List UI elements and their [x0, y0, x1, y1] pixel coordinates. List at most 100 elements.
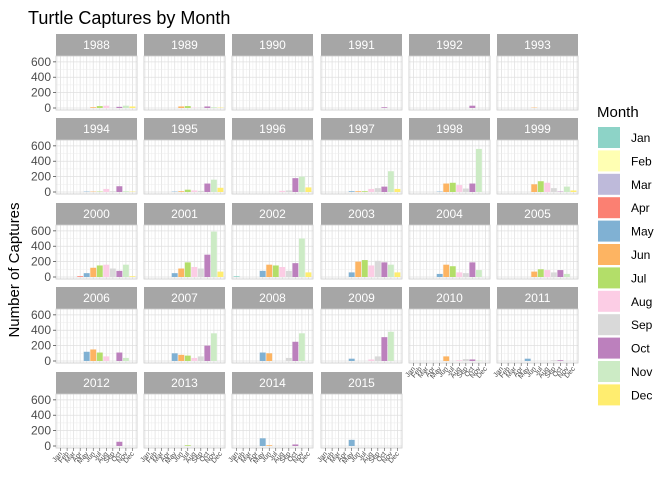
legend-key-jun — [598, 244, 620, 265]
facet-strip — [321, 118, 402, 140]
bar-1989-nov — [210, 107, 217, 108]
bar-2000-nov — [122, 264, 129, 277]
y-tick-label: 200 — [31, 424, 51, 438]
bar-1997-jul — [361, 191, 368, 192]
bar-2003-nov — [387, 264, 394, 277]
legend-key-apr — [598, 197, 620, 219]
facet-strip — [56, 287, 137, 309]
facet-panel-1992: 1992 — [408, 34, 491, 111]
bar-2002-dec — [305, 272, 312, 277]
panel-border — [320, 308, 403, 364]
bar-2006-may — [83, 351, 90, 361]
facet-panel-1995: 1995 — [143, 118, 226, 195]
bar-2000-aug — [103, 264, 110, 277]
facet-strip — [321, 287, 402, 309]
bar-1995-oct — [204, 183, 211, 192]
facet-label: 2011 — [525, 291, 551, 305]
legend-label-apr: Apr — [631, 201, 650, 215]
bar-1999-nov — [563, 186, 570, 192]
facet-label: 1994 — [83, 122, 110, 136]
bar-1996-aug — [279, 190, 286, 192]
facet-strip — [144, 34, 225, 56]
bar-2001-jun — [178, 268, 185, 277]
facet-label: 2015 — [348, 376, 375, 390]
bar-2002-sep — [285, 270, 292, 277]
bar-1997-dec — [394, 188, 401, 192]
bar-2005-jul — [537, 269, 544, 277]
legend-key-oct — [598, 337, 620, 359]
bar-2011-oct — [557, 360, 564, 361]
bar-1997-jun — [355, 191, 362, 192]
bar-2003-sep — [374, 260, 381, 277]
bar-1992-oct — [469, 105, 476, 108]
facet-label: 1993 — [524, 38, 551, 52]
bar-2010-aug — [456, 360, 463, 361]
panel-border — [55, 308, 138, 364]
bar-1998-jul — [449, 182, 456, 192]
bar-2001-sep — [197, 268, 204, 277]
legend-label-feb: Feb — [631, 154, 652, 168]
legend-label-dec: Dec — [631, 388, 652, 402]
panel-border — [408, 224, 491, 280]
facet-strip — [409, 34, 490, 56]
bar-2006-oct — [116, 352, 123, 361]
bar-1994-sep — [109, 191, 116, 192]
y-tick-label: 200 — [31, 86, 51, 100]
bar-2004-may — [436, 273, 443, 277]
legend-key-nov — [598, 361, 620, 382]
bar-1995-sep — [197, 190, 204, 192]
facet-label: 2013 — [171, 376, 198, 390]
facet-label: 1992 — [436, 38, 463, 52]
bar-1989-jul — [184, 106, 191, 108]
facet-panel-2007: 2007 — [143, 287, 226, 364]
bar-1988-jun — [90, 107, 97, 108]
facet-strip — [144, 372, 225, 394]
facet-panel-2004: 2004 — [408, 203, 491, 280]
facet-label: 2007 — [171, 291, 198, 305]
y-tick-label: 400 — [31, 408, 51, 422]
facet-strip — [56, 372, 137, 394]
y-tick-label: 0 — [44, 354, 51, 368]
bar-2004-nov — [475, 270, 482, 277]
bar-2010-jun — [443, 356, 450, 361]
y-tick-label: 400 — [31, 70, 51, 84]
bar-2001-dec — [217, 271, 224, 277]
legend-label-mar: Mar — [631, 178, 652, 192]
bar-2008-oct — [292, 341, 299, 361]
bar-2002-jan — [233, 276, 240, 277]
bar-1988-aug — [103, 105, 110, 108]
panel-border — [55, 55, 138, 111]
facet-strip — [321, 372, 402, 394]
bar-2000-sep — [109, 268, 116, 277]
bar-2004-oct — [469, 262, 476, 277]
facet-label: 2008 — [259, 291, 286, 305]
facet-panel-1996: 1996 — [231, 118, 314, 195]
bar-1995-dec — [217, 187, 224, 192]
bar-2001-oct — [204, 254, 211, 277]
panel-border — [143, 55, 226, 111]
bar-2002-jun — [266, 264, 273, 277]
bar-2010-oct — [469, 359, 476, 361]
y-tick-label: 600 — [31, 139, 51, 153]
bar-1995-jun — [178, 191, 185, 192]
facet-strip — [232, 118, 313, 140]
x-tick-label: Jul — [180, 450, 191, 462]
facet-label: 1998 — [436, 122, 463, 136]
bar-2000-jun — [90, 267, 97, 277]
bar-2008-sep — [285, 357, 292, 361]
bar-2007-nov — [210, 333, 217, 361]
x-tick-label: Jul — [445, 365, 456, 377]
bar-2005-sep — [550, 272, 557, 277]
y-tick-label: 600 — [31, 308, 51, 322]
bar-2010-sep — [462, 359, 469, 361]
panel-border — [320, 55, 403, 111]
bar-1995-jul — [184, 189, 191, 192]
facet-label: 2010 — [436, 291, 463, 305]
panel-border — [231, 139, 314, 195]
bar-1997-oct — [381, 186, 388, 192]
panel-border — [55, 224, 138, 280]
panel-border — [408, 55, 491, 111]
facet-panel-1990: 1990 — [231, 34, 314, 111]
bar-2006-jul — [96, 352, 103, 361]
x-tick-label: Jul — [533, 365, 544, 377]
